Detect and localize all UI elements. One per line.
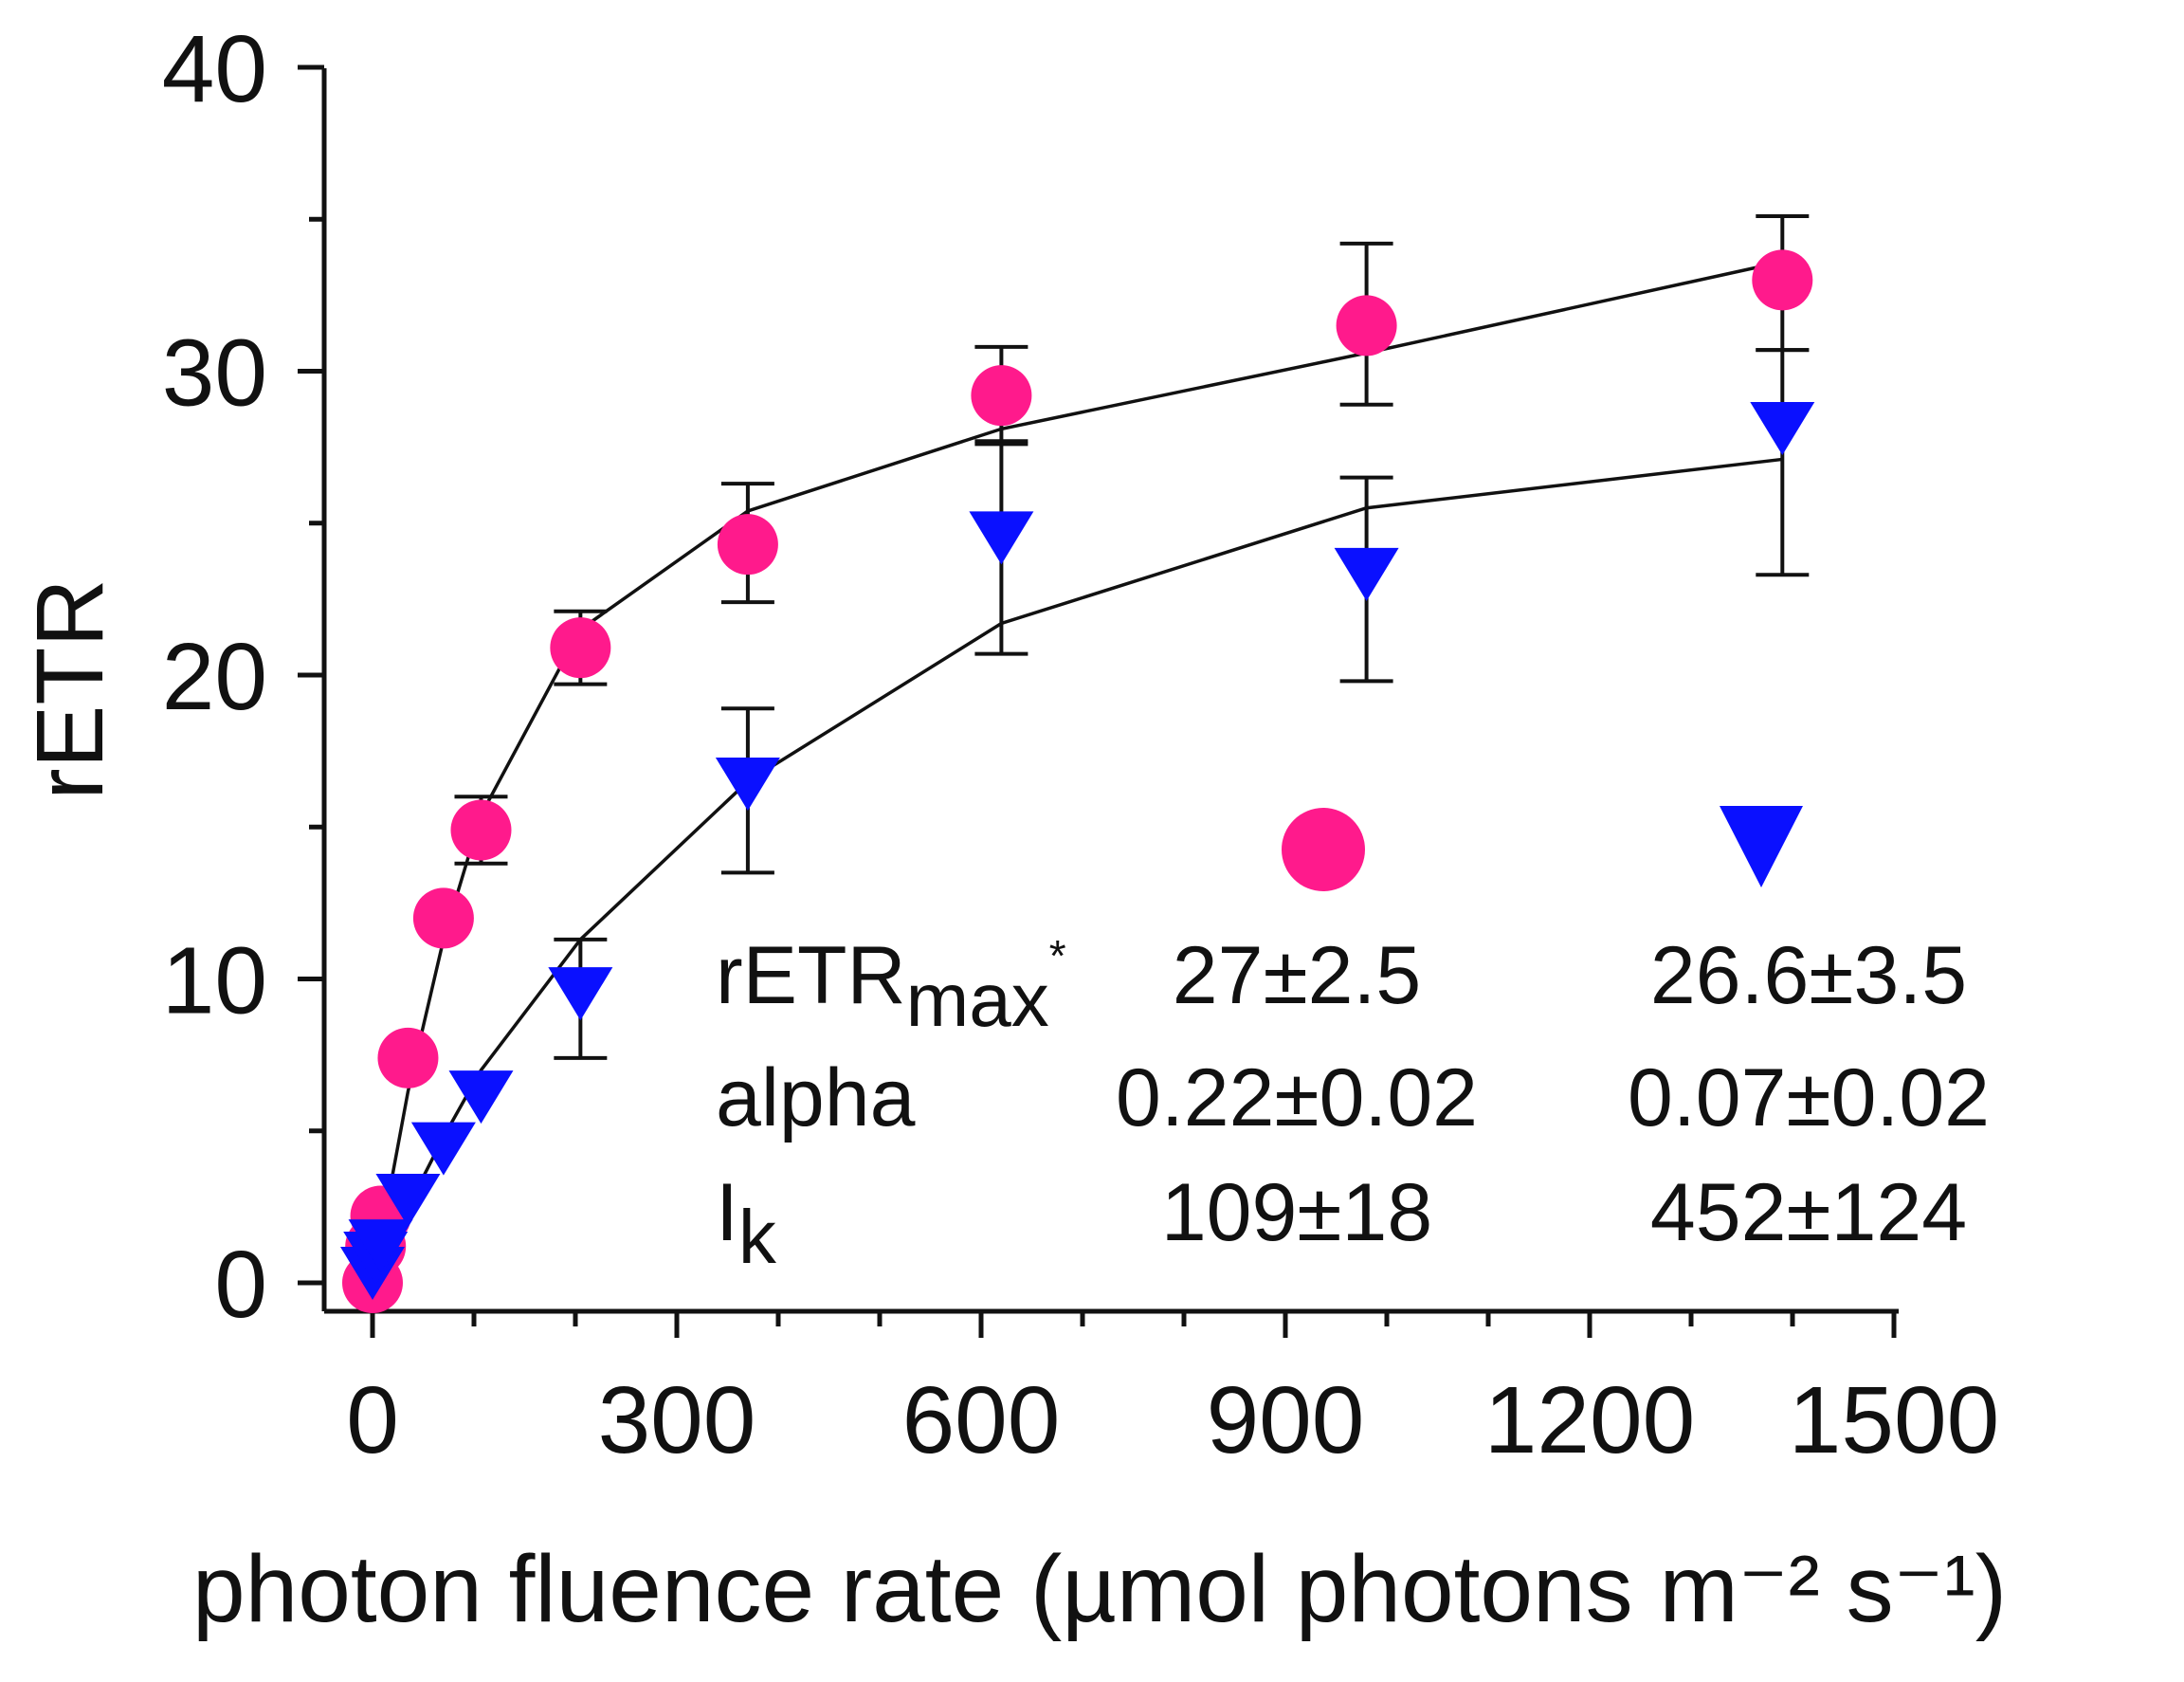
x-axis-title: photon fluence rate (µmol photons m⁻² s⁻… [192, 1536, 2007, 1642]
x-tick-label-900: 900 [1207, 1367, 1365, 1473]
param-alpha-triangle-value: 0.07±0.02 [1628, 1052, 1990, 1143]
x-tick-label-300: 300 [598, 1367, 756, 1473]
marker-triangle-7 [715, 757, 780, 811]
y-axis-title: rETR [17, 578, 123, 799]
param-alpha-circle-value: 0.22±0.02 [1116, 1052, 1478, 1143]
param-Ik-circle-value: 109±18 [1161, 1167, 1432, 1258]
legend-markers [1282, 806, 1803, 891]
marker-triangle-6 [548, 967, 613, 1021]
marker-circle-7 [717, 514, 778, 576]
x-tick-label-1500: 1500 [1789, 1367, 1999, 1473]
marker-triangle-9 [1334, 547, 1399, 601]
marker-circle-5 [450, 799, 512, 861]
marker-triangle-2 [348, 1219, 413, 1273]
fit-curves [371, 260, 1783, 1284]
marker-circle-9 [1336, 295, 1397, 357]
axes [321, 68, 1899, 1314]
marker-circle-8 [971, 365, 1032, 427]
y-tick-label-0: 0 [214, 1232, 267, 1338]
y-tick-label-20: 20 [162, 624, 267, 730]
marker-triangle-4 [410, 1122, 476, 1176]
param-rETRmax-circle-value: 27±2.5 [1173, 930, 1421, 1021]
legend-marker-circle [1282, 808, 1365, 891]
legend-marker-triangle [1720, 806, 1803, 887]
marker-circle-10 [1752, 249, 1813, 311]
x-tick-label-600: 600 [902, 1367, 1061, 1473]
param-rETRmax-triangle-value: 26.6±3.5 [1650, 930, 1967, 1021]
param-Ik-label: Ik [716, 1167, 777, 1279]
y-tick-label-30: 30 [162, 320, 267, 427]
fit-line-circle [371, 260, 1783, 1284]
marker-triangle-3 [375, 1174, 441, 1228]
marker-circle-4 [412, 887, 474, 949]
tick-marks [298, 64, 1897, 1338]
marker-circle-3 [377, 1027, 439, 1088]
fit-line-triangle [371, 457, 1783, 1284]
param-alpha-label: alpha [716, 1052, 916, 1143]
marker-circle-6 [550, 617, 611, 679]
marker-triangle-10 [1750, 401, 1815, 455]
parameter-table: rETRmax* 27±2.5 26.6±3.5 alpha 0.22±0.02… [716, 930, 1990, 1279]
x-tick-label-1200: 1200 [1484, 1367, 1695, 1473]
data-markers [340, 249, 1815, 1313]
tick-labels: 0 300 600 900 1200 1500 0 10 20 30 40 [162, 16, 1999, 1473]
error-bars [454, 214, 1810, 1060]
y-tick-label-10: 10 [162, 928, 267, 1034]
marker-triangle-8 [969, 511, 1034, 565]
param-Ik-triangle-value: 452±124 [1650, 1167, 1967, 1258]
x-tick-label-0: 0 [346, 1367, 399, 1473]
param-rETRmax-label: rETRmax* [716, 930, 1066, 1042]
y-tick-label-40: 40 [162, 16, 267, 122]
marker-triangle-5 [448, 1070, 514, 1124]
